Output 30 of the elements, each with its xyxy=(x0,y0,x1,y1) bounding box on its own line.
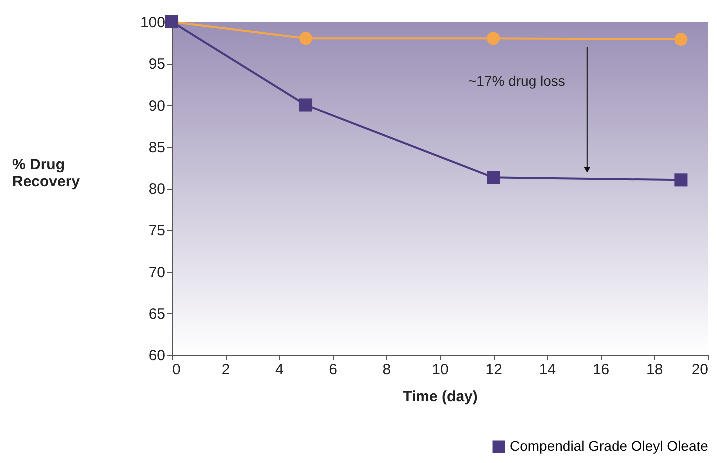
y-tick-label: 90 xyxy=(148,98,166,115)
x-tick-label: 10 xyxy=(432,362,449,378)
x-tick-label: 12 xyxy=(486,362,502,378)
point xyxy=(674,32,688,46)
x-tick-label: 18 xyxy=(646,362,664,378)
point xyxy=(674,174,688,187)
y-tick-label: 65 xyxy=(148,306,166,323)
y-axis-title: % Drug Recovery xyxy=(12,156,81,190)
point xyxy=(487,171,500,184)
x-tick-label: 2 xyxy=(222,362,230,378)
y-tick-label: 85 xyxy=(148,139,166,156)
y-tick-label: 70 xyxy=(148,264,166,282)
point xyxy=(487,32,500,46)
x-tick-label: 6 xyxy=(329,362,338,378)
x-tick-label: 16 xyxy=(592,362,610,378)
x-tick-label: 0 xyxy=(172,362,181,378)
x-tick-label: 8 xyxy=(382,362,392,378)
x-tick-label: 14 xyxy=(539,362,556,378)
annotation: ~17% drug loss xyxy=(468,72,566,89)
point xyxy=(299,98,313,112)
legend-label: Compendial Grade Oleyl Oleate xyxy=(510,438,709,454)
y-tick-label: 100 xyxy=(140,14,166,32)
y-tick-label: 60 xyxy=(148,348,166,364)
point xyxy=(299,32,313,46)
y-tick-label: 80 xyxy=(148,181,166,198)
y-tick-label: 75 xyxy=(148,222,166,240)
x-axis-title: Time (day) xyxy=(403,388,478,406)
x-tick-label: 20 xyxy=(692,362,708,378)
y-tick-label: 95 xyxy=(148,56,166,74)
x-tick-label: 4 xyxy=(276,362,284,378)
